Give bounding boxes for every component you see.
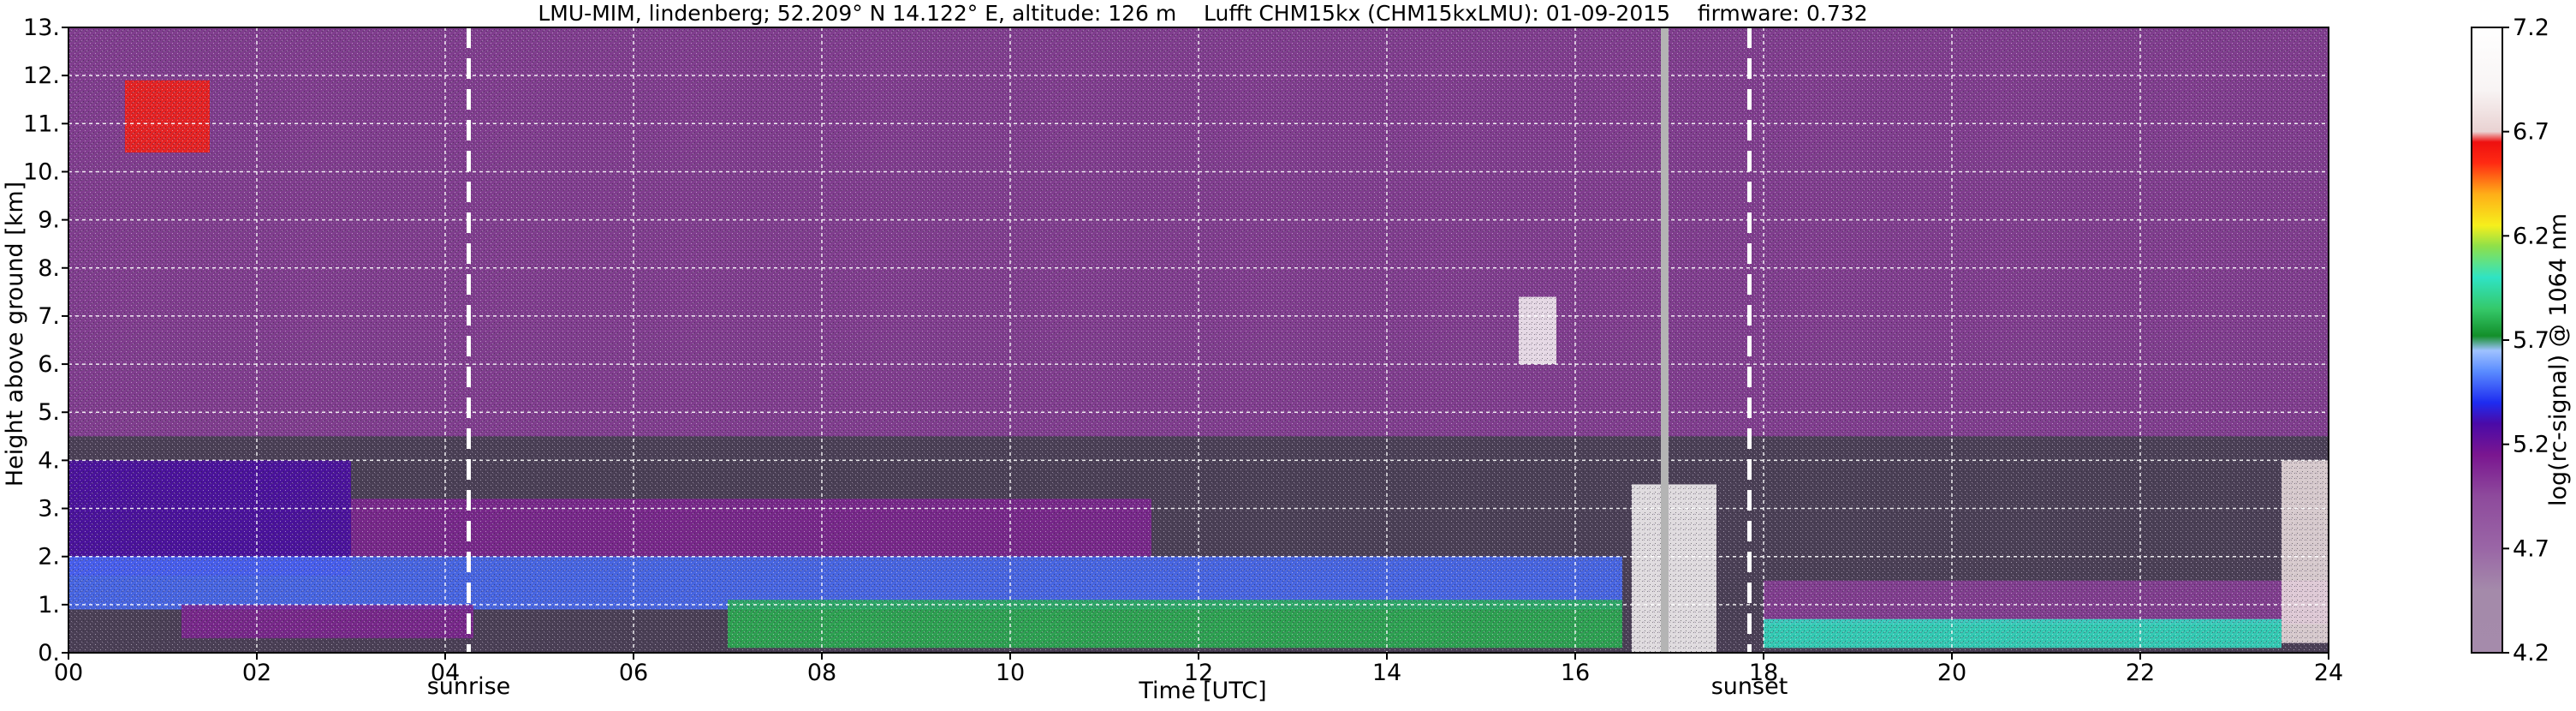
x-tick-label: 08 [807, 660, 836, 686]
chart-title: LMU-MIM, lindenberg; 52.209° N 14.122° E… [538, 1, 1867, 26]
y-tick-label: 12. [23, 63, 60, 89]
x-tick-label: 04 [431, 660, 460, 686]
y-tick-label: 7. [38, 303, 60, 330]
colorbar-tick-label: 4.7 [2513, 535, 2549, 562]
annotation-label: sunrise [427, 673, 511, 700]
x-tick-label: 00 [54, 660, 83, 686]
x-tick-label: 18 [1749, 660, 1778, 686]
x-axis-label: Time [UTC] [1138, 678, 1266, 704]
x-tick-label: 16 [1561, 660, 1590, 686]
x-axis-ticks: 00 02 04 06 08 10 12 14 16 18 20 22 24 [54, 653, 2343, 686]
y-tick-label: 10. [23, 158, 60, 185]
noise-texture [68, 27, 2329, 653]
x-tick-label: 02 [242, 660, 271, 686]
x-tick-label: 22 [2126, 660, 2155, 686]
colorbar-tick-label: 6.2 [2513, 223, 2549, 249]
x-tick-label: 14 [1372, 660, 1401, 686]
y-tick-label: 9. [38, 207, 60, 234]
y-tick-label: 13. [23, 15, 60, 41]
annotations: sunrise sunset [427, 27, 1788, 700]
y-tick-label: 4. [38, 447, 60, 474]
y-tick-label: 11. [23, 111, 60, 137]
x-tick-label: 10 [996, 660, 1025, 686]
x-tick-label: 06 [619, 660, 648, 686]
colorbar-tick-label: 5.2 [2513, 432, 2549, 458]
colorbar: 4.2 4.7 5.2 5.7 6.2 6.7 7.2 log(rc-signal) @ 1… [2471, 15, 2572, 666]
y-tick-label: 6. [38, 351, 60, 378]
colorbar-tick-label: 6.7 [2513, 119, 2549, 146]
y-tick-label: 8. [38, 255, 60, 282]
colorbar-tick-label: 4.2 [2513, 640, 2549, 666]
y-axis-label: Height above ground [km] [2, 182, 28, 487]
colorbar-tick-label: 7.2 [2513, 15, 2549, 41]
x-tick-label: 20 [1937, 660, 1966, 686]
colorbar-gradient [2471, 27, 2503, 654]
colorbar-label: log(rc-signal) @ 1064 nm [2545, 213, 2572, 506]
colorbar-ticks: 4.2 4.7 5.2 5.7 6.2 6.7 7.2 [2502, 15, 2549, 666]
y-tick-label: 1. [38, 592, 60, 618]
x-tick-label: 24 [2314, 660, 2343, 686]
y-tick-label: 5. [38, 399, 60, 426]
y-tick-label: 3. [38, 496, 60, 523]
colorbar-tick-label: 5.7 [2513, 327, 2549, 354]
y-axis-ticks: 0. 1. 2. 3. 4. 5. 6. 7. 8. 9. 10. 11. 12. 13. [23, 15, 68, 666]
y-tick-label: 0. [38, 640, 60, 666]
x-tick-label: 12 [1184, 660, 1213, 686]
annotation-label: sunset [1711, 673, 1788, 700]
y-tick-label: 2. [38, 544, 60, 571]
grid-lines [68, 27, 2329, 653]
